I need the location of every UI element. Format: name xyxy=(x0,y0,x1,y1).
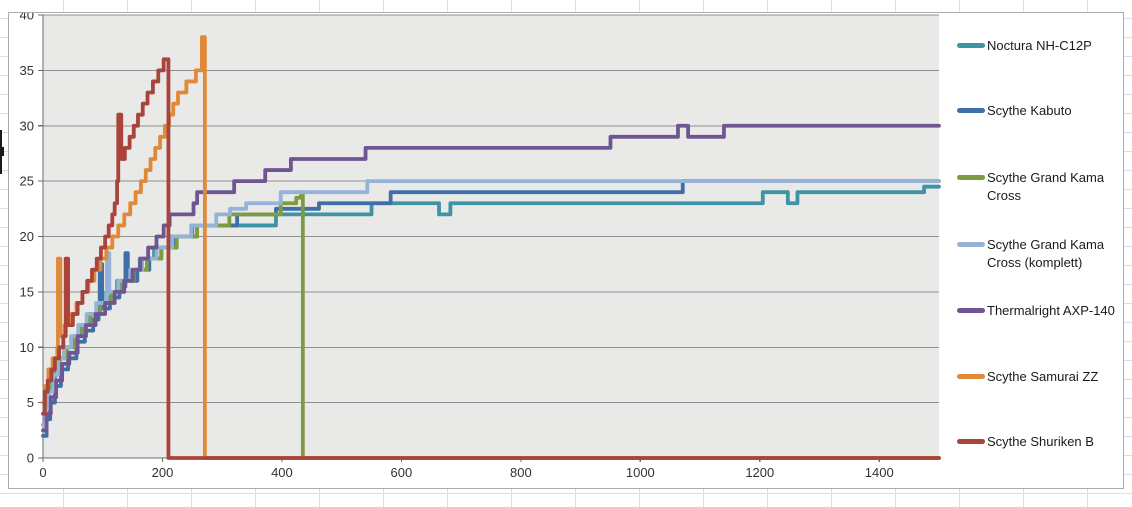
y-tick-label: 35 xyxy=(20,63,34,78)
y-axis-title-bump xyxy=(0,147,4,156)
y-tick-label: 25 xyxy=(20,174,34,189)
legend-item-scythe-grand-kama-cross[interactable]: Scythe Grand Kama Cross xyxy=(957,169,1119,205)
legend-item-scythe-shuriken-b[interactable]: Scythe Shuriken B xyxy=(957,433,1119,451)
y-tick-label: 10 xyxy=(20,340,34,355)
legend-item-scythe-kabuto[interactable]: Scythe Kabuto xyxy=(957,102,1119,120)
x-tick-label: 1200 xyxy=(745,465,774,480)
y-tick-label: 5 xyxy=(27,395,34,410)
legend-item-noctura-nh-c12p[interactable]: Noctura NH-C12P xyxy=(957,37,1119,55)
legend-swatch xyxy=(957,108,985,113)
legend-label: Scythe Samurai ZZ xyxy=(987,369,1099,384)
legend-label: Noctura NH-C12P xyxy=(987,38,1092,53)
chart-canvas[interactable]: 0 5 10 15 20 25 30 35 40 0 200 400 600 800 1000 1200 140… xyxy=(8,12,1124,489)
legend-label: Scythe Grand Kama Cross (komplett) xyxy=(987,237,1105,270)
legend-label: Scythe Kabuto xyxy=(987,103,1072,118)
legend-swatch xyxy=(957,374,985,379)
y-axis-title-clipped xyxy=(0,130,4,175)
x-tick-label: 400 xyxy=(271,465,293,480)
x-tick-label: 200 xyxy=(152,465,174,480)
legend-item-scythe-samurai-zz[interactable]: Scythe Samurai ZZ xyxy=(957,368,1119,386)
legend-swatch xyxy=(957,175,985,180)
series-line-scythe-shuriken-b[interactable] xyxy=(41,57,941,460)
legend-swatch xyxy=(957,43,985,48)
series-line-thermalright-axp-140[interactable] xyxy=(41,123,941,433)
legend-swatch xyxy=(957,439,985,444)
legend-item-thermalright-axp-140[interactable]: Thermalright AXP-140 xyxy=(957,302,1119,320)
legend-item-scythe-grand-kama-cross-komplett[interactable]: Scythe Grand Kama Cross (komplett) xyxy=(957,236,1119,272)
y-tick-label: 0 xyxy=(27,451,34,466)
legend-label: Thermalright AXP-140 xyxy=(987,303,1115,318)
y-tick-label: 15 xyxy=(20,284,34,299)
series-line-scythe-samurai-zz[interactable] xyxy=(41,35,941,460)
x-tick-label: 800 xyxy=(510,465,532,480)
x-tick-label: 1400 xyxy=(865,465,894,480)
legend-swatch xyxy=(957,308,985,313)
legend-swatch xyxy=(957,242,985,247)
legend-label: Scythe Shuriken B xyxy=(987,434,1094,449)
y-tick-label: 30 xyxy=(20,118,34,133)
y-tick-label: 20 xyxy=(20,229,34,244)
x-tick-label: 1000 xyxy=(626,465,655,480)
y-tick-label: 40 xyxy=(20,13,34,23)
legend-label: Scythe Grand Kama Cross xyxy=(987,170,1105,203)
x-tick-label: 600 xyxy=(391,465,413,480)
x-tick-label: 0 xyxy=(39,465,46,480)
